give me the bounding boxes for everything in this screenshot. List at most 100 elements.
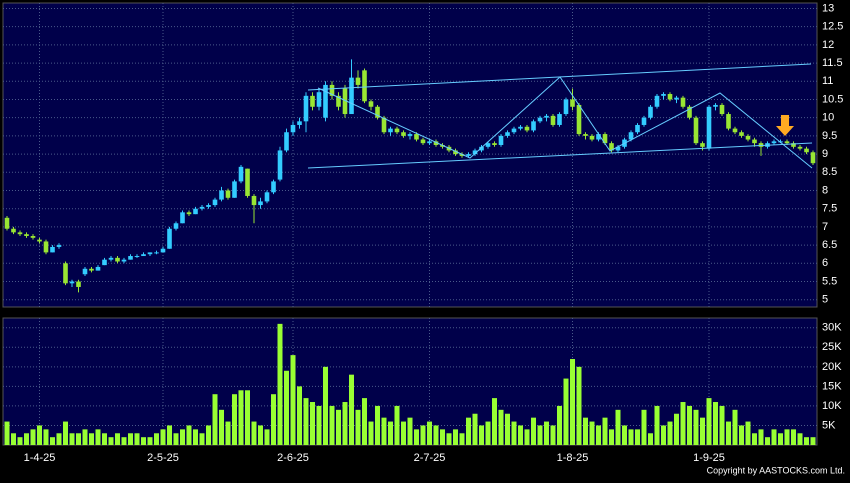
volume-bar (687, 405, 692, 445)
volume-bar (238, 390, 244, 445)
volume-bar (518, 425, 523, 445)
y-tick-label: 6 (822, 257, 828, 269)
volume-bar (758, 429, 764, 445)
volume-bar (173, 433, 179, 445)
candle-body (108, 257, 114, 260)
volume-bar (726, 421, 731, 445)
volume-bar (258, 425, 263, 445)
volume-bar (368, 421, 374, 445)
volume-bar (524, 429, 530, 445)
volume-bar (147, 437, 153, 445)
candle-body (505, 132, 510, 136)
y-tick-label: 11 (822, 75, 833, 87)
volume-bar (472, 413, 478, 445)
candle-body (251, 195, 257, 206)
candle-body (219, 190, 224, 200)
candle-body (804, 148, 809, 153)
volume-bar (349, 374, 354, 445)
candle-body (199, 206, 205, 209)
candle-body (258, 201, 263, 206)
volume-bar (37, 425, 42, 445)
candle-body (758, 143, 764, 147)
candle-body (752, 139, 757, 144)
y-tick-label: 9 (822, 148, 828, 160)
candle-body (635, 124, 640, 133)
volume-bar (745, 421, 751, 445)
candle-body (726, 114, 731, 129)
volume-bar (622, 425, 627, 445)
candle-body (745, 135, 751, 140)
volume-bar (719, 405, 725, 445)
volume-bar (583, 417, 588, 445)
candle-body (95, 266, 101, 271)
candle-body (63, 263, 68, 284)
candle-body (186, 212, 192, 215)
candle-body (277, 150, 283, 180)
volume-bar (4, 421, 10, 445)
candle-body (674, 97, 679, 100)
y-tick-label: 11.5 (822, 57, 843, 69)
y-tick-label: 6.5 (822, 239, 837, 251)
candle-body (472, 150, 478, 155)
candle-body (232, 181, 237, 198)
volume-tick-label: 20K (822, 361, 842, 373)
volume-bar (160, 429, 166, 445)
volume-bar (485, 421, 491, 445)
y-tick-label: 7 (822, 221, 828, 233)
candle-body (102, 259, 107, 266)
volume-bar (128, 433, 133, 445)
candle-body (615, 146, 621, 151)
volume-bar (635, 429, 640, 445)
y-tick-label: 9.5 (822, 130, 837, 142)
volume-bar (804, 437, 809, 445)
volume-bar (303, 398, 309, 445)
candle-body (485, 143, 491, 147)
volume-bar (479, 425, 484, 445)
candle-body (433, 141, 439, 145)
candle-body (128, 256, 133, 260)
candle-body (17, 232, 23, 235)
candle-body (323, 84, 328, 118)
candle-body (336, 95, 341, 107)
candle-body (739, 132, 744, 136)
volume-bar (498, 409, 504, 445)
volume-bar (232, 394, 237, 445)
volume-bar (225, 421, 231, 445)
candle-body (544, 115, 549, 118)
candle-body (355, 77, 361, 85)
volume-bar (186, 425, 192, 445)
y-tick-label: 12 (822, 39, 834, 51)
volume-bar (167, 425, 172, 445)
candle-body (30, 236, 36, 238)
volume-bar (199, 433, 205, 445)
marks (4, 59, 816, 445)
volume-bar (108, 437, 114, 445)
candle-body (771, 141, 777, 144)
candle-body (121, 259, 127, 262)
candle-body (596, 134, 601, 140)
volume-bar (433, 425, 439, 445)
volume-bar (102, 433, 107, 445)
candle-body (654, 95, 660, 107)
volume-bar (43, 429, 49, 445)
candle-body (368, 101, 374, 107)
volume-bar (206, 425, 211, 445)
volume-bar (440, 429, 445, 445)
candle-body (271, 181, 276, 193)
x-tick-label: 1-9-25 (693, 452, 725, 464)
volume-bar (557, 405, 562, 445)
candle-body (401, 132, 406, 136)
volume-bar (466, 417, 471, 445)
candle-body (511, 128, 517, 133)
volume-bar (550, 425, 556, 445)
volume-bar (446, 433, 452, 445)
volume-bar (30, 429, 36, 445)
candle-body (609, 143, 614, 151)
volume-bar (17, 437, 23, 445)
volume-bar (544, 421, 549, 445)
candle-body (180, 212, 185, 224)
candle-body (37, 239, 42, 242)
volume-bar (76, 433, 81, 445)
volume-bar (134, 433, 140, 445)
candle-body (576, 104, 582, 135)
